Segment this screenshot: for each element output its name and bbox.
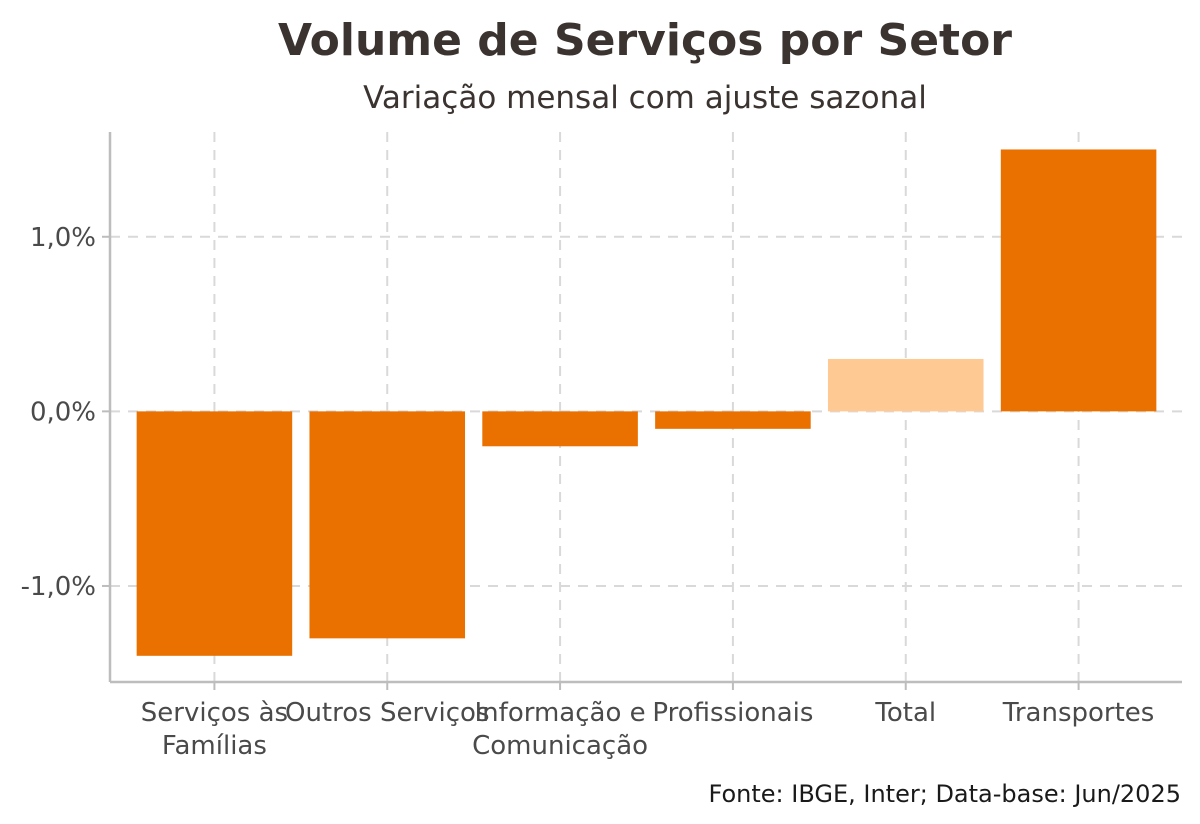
chart-caption: Fonte: IBGE, Inter; Data-base: Jun/2025 — [709, 780, 1181, 808]
bar — [136, 411, 293, 656]
x-tick-label: Profissionais — [652, 698, 813, 728]
bar — [1000, 149, 1157, 412]
y-tick-label: -1,0% — [21, 572, 96, 602]
axes — [102, 132, 1182, 690]
bar — [655, 411, 811, 429]
x-tick-label: Total — [874, 698, 936, 728]
bar — [482, 411, 638, 447]
chart-subtitle: Variação mensal com ajuste sazonal — [363, 80, 927, 116]
x-tick-label: Informação e Comunicação — [472, 698, 648, 761]
y-tick-label: 1,0% — [30, 223, 96, 253]
x-tick-label: Transportes — [1002, 698, 1155, 728]
bar — [309, 411, 466, 639]
bar — [827, 358, 984, 412]
bars — [136, 149, 1157, 656]
x-tick-label: Serviços às Famílias — [141, 698, 288, 761]
chart-title: Volume de Serviços por Setor — [278, 15, 1012, 66]
y-tick-label: 0,0% — [30, 397, 96, 427]
x-tick-label: Outros Serviços — [285, 698, 490, 728]
y-axis-tick-labels: -1,0% 0,0% 1,0% — [21, 223, 96, 602]
